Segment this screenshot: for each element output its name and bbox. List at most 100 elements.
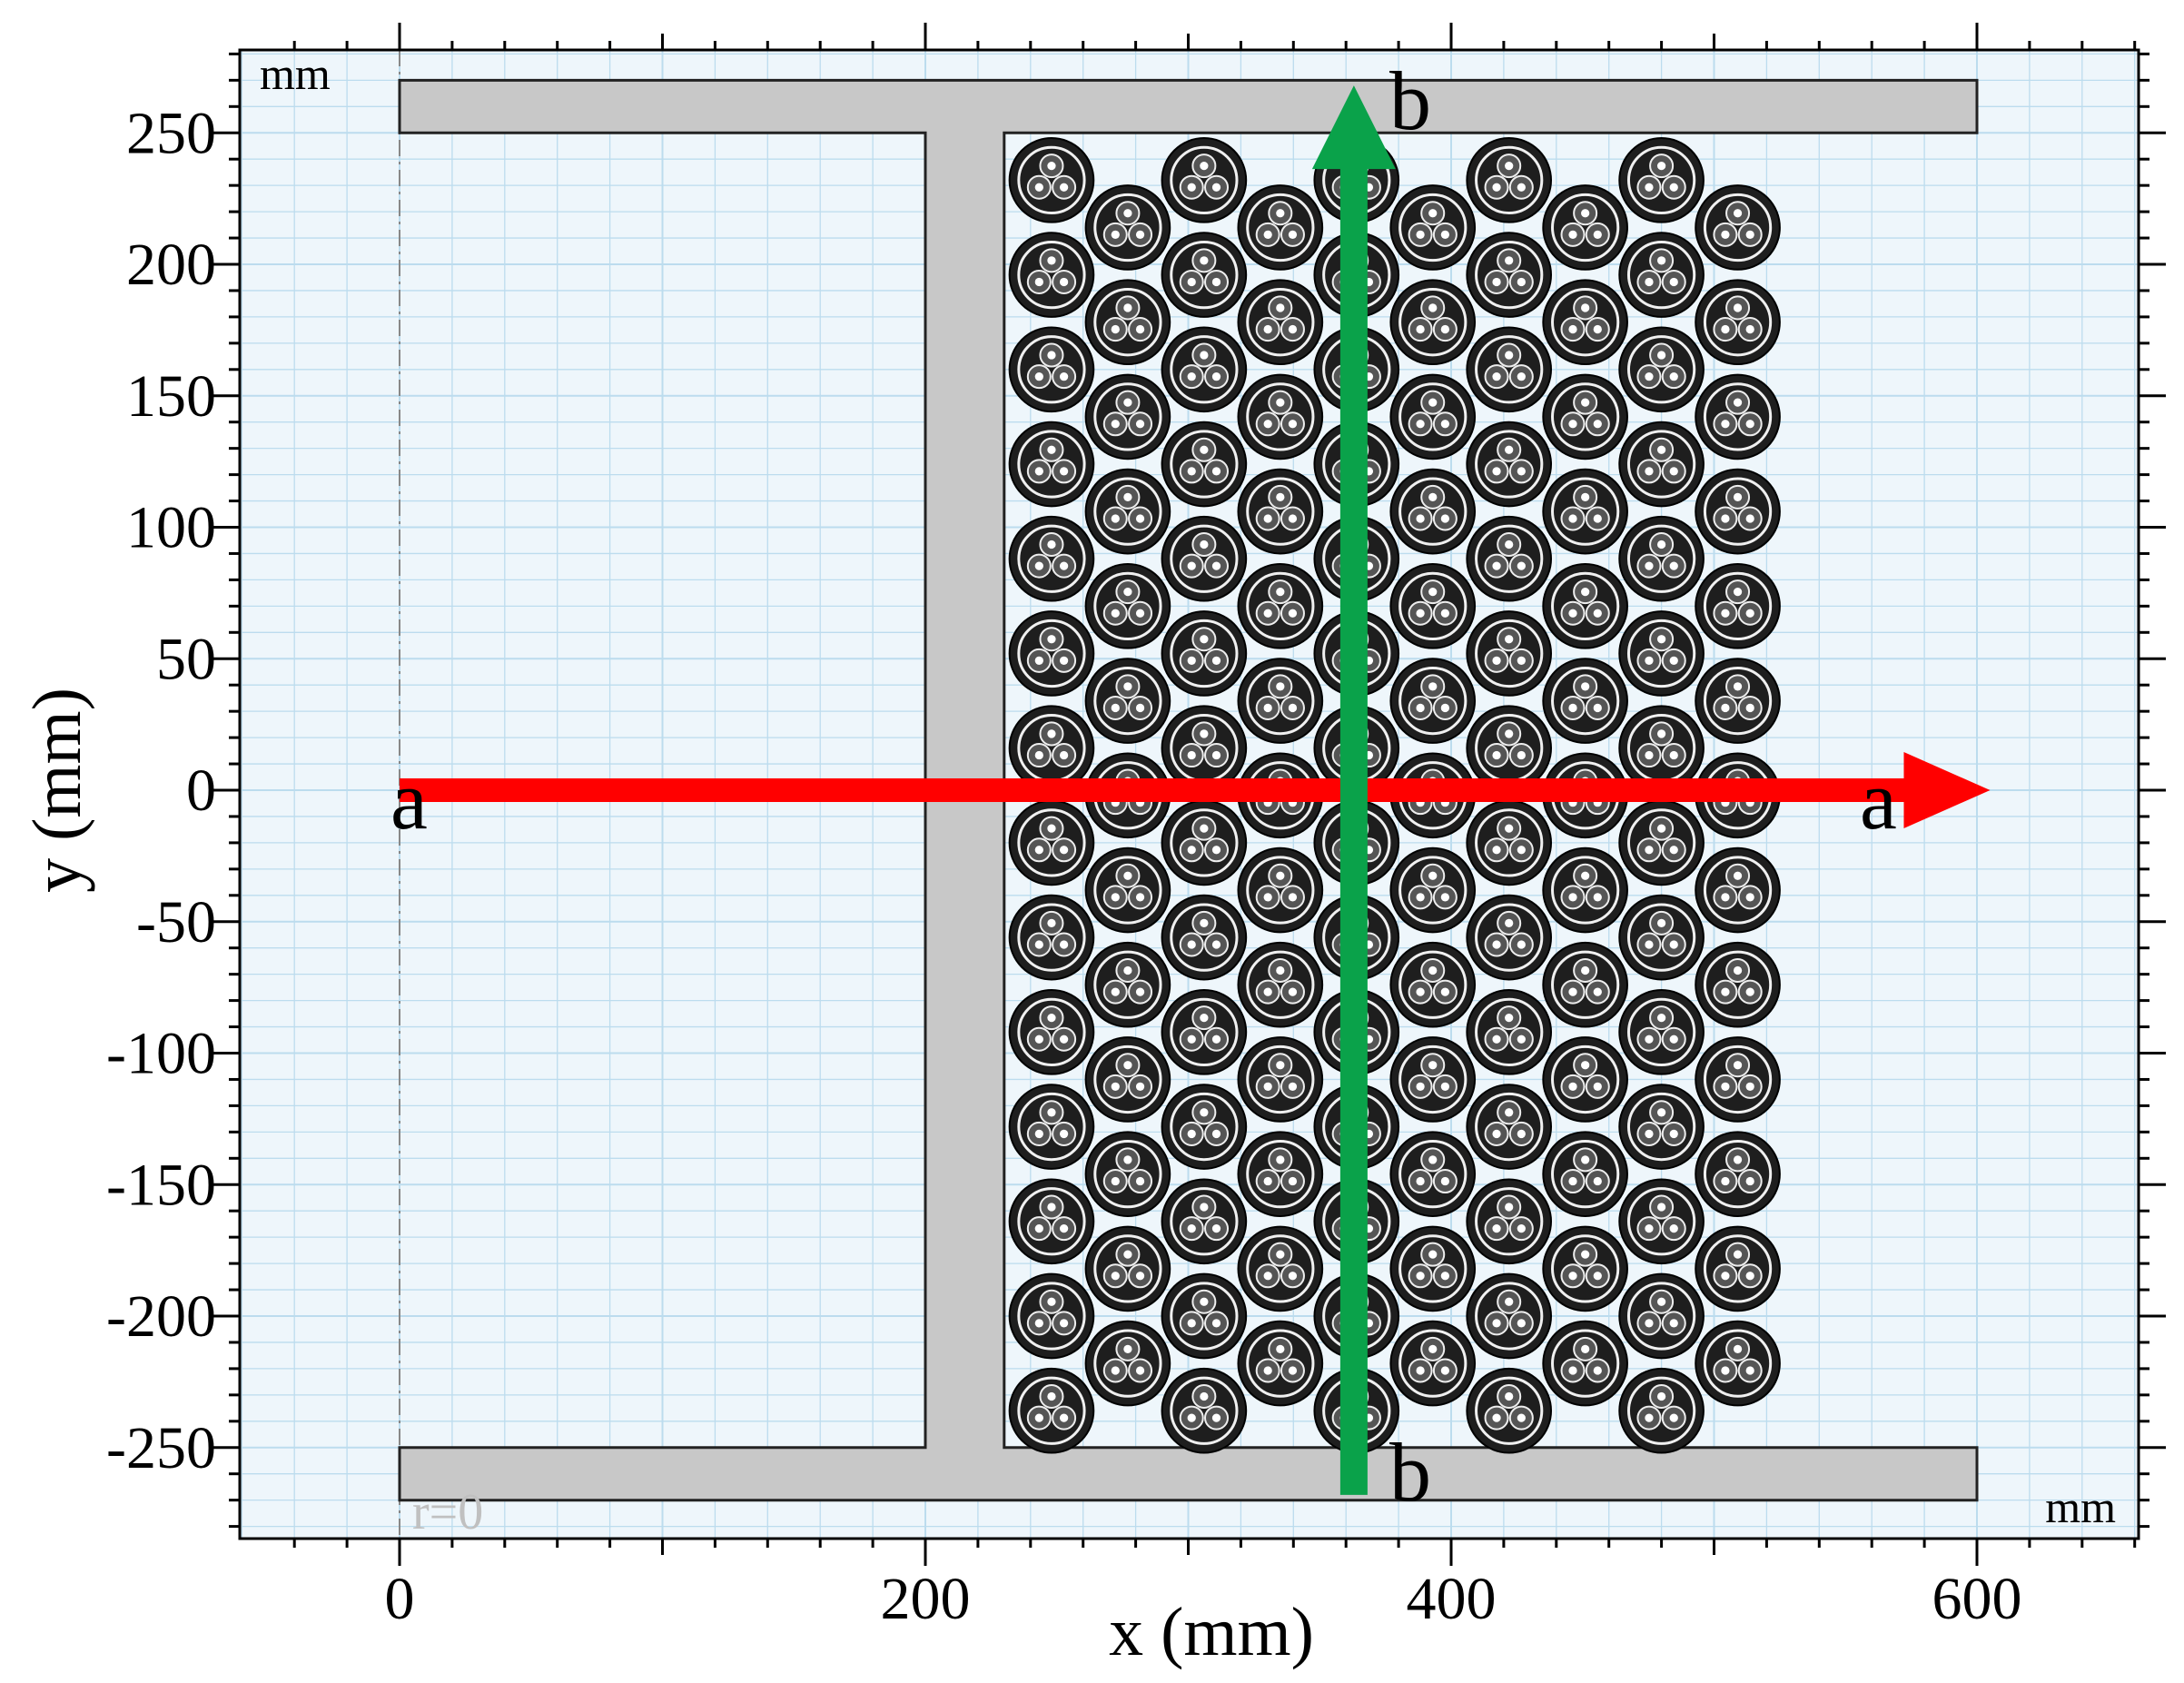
cable — [1542, 184, 1628, 271]
cable-jacket — [1084, 1131, 1171, 1217]
cable-sheath — [1703, 288, 1773, 357]
cable-conductor — [1288, 324, 1298, 334]
cable — [1618, 799, 1705, 886]
cable — [1084, 563, 1171, 649]
cable-jacket — [1695, 1320, 1781, 1407]
cable-conductor — [1517, 1035, 1526, 1044]
cable-conductor — [1593, 987, 1602, 996]
cable-jacket — [1542, 1225, 1628, 1312]
cable-conductor — [1492, 561, 1501, 570]
plot-frame — [238, 48, 2140, 1540]
cable-conductor — [1656, 1013, 1666, 1023]
cable-sheath — [1093, 856, 1162, 925]
cable-conductor — [1593, 1176, 1602, 1186]
cable-conductor — [1517, 1224, 1526, 1233]
cable-sheath — [1475, 808, 1544, 877]
cable-conductor — [1263, 987, 1272, 996]
cable-conductor — [1211, 1035, 1221, 1044]
cable-conductor — [1047, 824, 1056, 833]
cable-sheath — [1626, 145, 1696, 214]
cable-conductor — [1123, 965, 1132, 975]
cable — [1695, 1036, 1781, 1123]
cable-conductor — [1428, 965, 1438, 975]
cable-conductor — [1428, 1061, 1438, 1070]
cable-sheath — [1170, 808, 1239, 877]
cable-jacket — [1161, 1367, 1248, 1454]
cable-conductor — [1047, 256, 1056, 265]
cable-jacket — [1389, 279, 1477, 366]
cable — [1466, 1084, 1553, 1170]
cable-conductor — [1492, 1224, 1501, 1233]
cable-jacket — [1695, 468, 1781, 555]
cable-conductor — [1721, 987, 1730, 996]
cable — [1466, 137, 1553, 223]
cable-jacket — [1695, 184, 1781, 271]
cable-conductor — [1135, 514, 1145, 523]
cable-sheath — [1475, 1282, 1544, 1351]
cable — [1237, 658, 1324, 744]
cable-conductor — [1047, 445, 1056, 454]
cable-sheath — [1703, 1234, 1773, 1303]
cable-conductor — [1656, 729, 1666, 738]
cable-jacket — [1008, 799, 1095, 886]
cable-jacket — [1618, 326, 1705, 413]
cable — [1389, 373, 1477, 460]
cable-conductor — [1047, 918, 1056, 928]
cable-conductor — [1505, 1203, 1514, 1212]
cable-jacket — [1466, 894, 1553, 981]
cable — [1161, 610, 1248, 697]
cable-jacket — [1695, 279, 1781, 366]
cable-sheath — [1017, 335, 1086, 404]
cable-conductor — [1721, 609, 1730, 618]
y-tick-label: -250 — [106, 1415, 216, 1481]
cable-conductor — [1059, 372, 1069, 381]
cable-conductor — [1135, 1272, 1145, 1281]
cable-sheath — [1246, 288, 1315, 357]
cable-jacket — [1618, 1084, 1705, 1170]
cable — [1237, 1036, 1324, 1123]
cable-conductor — [1440, 609, 1450, 618]
y-tick-label: 50 — [156, 626, 216, 692]
cable-sheath — [1246, 856, 1315, 925]
cable-conductor — [1721, 420, 1730, 429]
cable-jacket — [1084, 563, 1171, 649]
cable-conductor — [1669, 1129, 1678, 1139]
cable-conductor — [1645, 1413, 1654, 1422]
cable — [1695, 1131, 1781, 1217]
cable-conductor — [1111, 230, 1120, 239]
cable — [1008, 1084, 1095, 1170]
cable-conductor — [1135, 1366, 1145, 1375]
cable-conductor — [1517, 656, 1526, 665]
cable-conductor — [1187, 1413, 1196, 1422]
cable-jacket — [1618, 894, 1705, 981]
cable-sheath — [1398, 288, 1468, 357]
cable-conductor — [1669, 846, 1678, 855]
cable-sheath — [1398, 1234, 1468, 1303]
cable-conductor — [1135, 1082, 1145, 1091]
cable-conductor — [1263, 1082, 1272, 1091]
cable-conductor — [1416, 1082, 1425, 1091]
cable-jacket — [1466, 799, 1553, 886]
cable — [1542, 1320, 1628, 1407]
cable-sheath — [1475, 619, 1544, 688]
cable-conductor — [1669, 656, 1678, 665]
y-tick-label: 250 — [126, 100, 216, 166]
cable-jacket — [1466, 1178, 1553, 1265]
cable-sheath — [1170, 240, 1239, 310]
line-a-label-start: a — [390, 754, 428, 846]
cable-conductor — [1440, 514, 1450, 523]
cable-conductor — [1200, 918, 1209, 928]
cable-conductor — [1187, 1319, 1196, 1328]
cable-conductor — [1428, 587, 1438, 597]
cable-conductor — [1276, 1061, 1285, 1070]
cable-conductor — [1047, 1203, 1056, 1212]
cable-jacket — [1237, 1036, 1324, 1123]
cable-conductor — [1581, 303, 1590, 312]
cable-conductor — [1492, 372, 1501, 381]
cable-jacket — [1389, 184, 1477, 271]
cable-conductor — [1440, 1082, 1450, 1091]
cable-conductor — [1721, 1082, 1730, 1091]
cable-conductor — [1047, 351, 1056, 360]
cable — [1084, 1225, 1171, 1312]
cable-jacket — [1389, 373, 1477, 460]
